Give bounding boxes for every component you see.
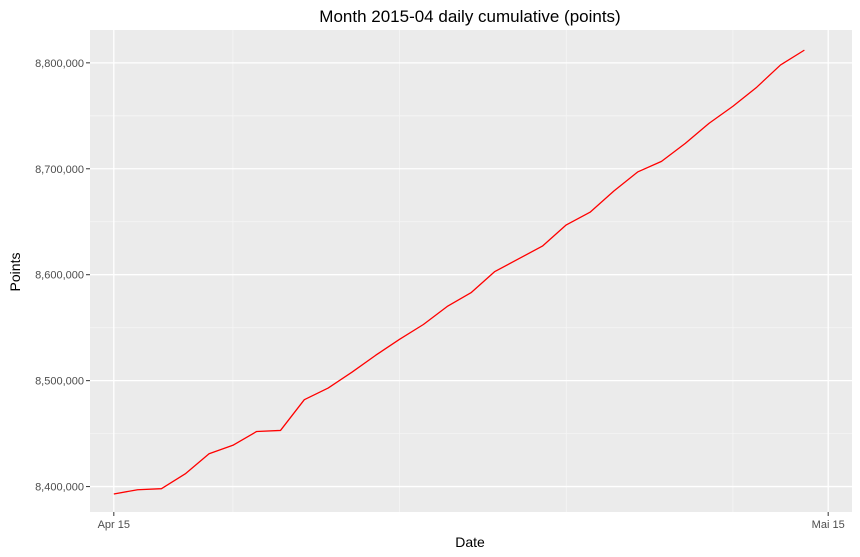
data-point [804,50,805,51]
y-tick-label: 8,800,000 [35,58,84,70]
data-point [161,488,162,489]
data-point [542,246,543,247]
x-tick-label: Apr 15 [98,519,130,531]
data-point [613,190,614,191]
y-tick-label: 8,700,000 [35,164,84,176]
minor-grid [90,30,852,512]
data-point [518,258,519,259]
data-point [732,106,733,107]
data-point [232,445,233,446]
data-point [399,339,400,340]
major-grid [90,30,852,512]
x-axis-title: Date [455,534,485,550]
data-point [494,271,495,272]
data-point [375,355,376,356]
y-tick-label: 8,500,000 [35,376,84,388]
data-point [685,143,686,144]
series-line-0 [113,49,805,495]
data-point [661,161,662,162]
data-point [328,387,329,388]
y-tick-label: 8,400,000 [35,482,84,494]
data-point [780,64,781,65]
y-axis-title: Points [7,253,23,292]
data-point [566,224,567,225]
data-point [423,324,424,325]
series-layer [113,49,805,495]
x-tick-label: Mai 15 [812,519,845,531]
chart-title: Month 2015-04 daily cumulative (points) [319,7,620,26]
data-point [589,212,590,213]
data-point [304,399,305,400]
y-axis: 8,400,000 8,500,000 8,600,000 8,700,000 8,80… [35,58,90,494]
data-point [756,87,757,88]
data-point [113,493,114,494]
data-point [280,430,281,431]
plot-background [90,30,852,512]
data-point [208,453,209,454]
data-point [709,123,710,124]
data-point [447,306,448,307]
data-point [637,171,638,172]
data-point [470,292,471,293]
data-point [185,473,186,474]
data-point [137,489,138,490]
data-point [351,372,352,373]
x-axis: Apr 15 Mai 15 [98,512,845,531]
y-tick-label: 8,600,000 [35,270,84,282]
data-point [256,431,257,432]
